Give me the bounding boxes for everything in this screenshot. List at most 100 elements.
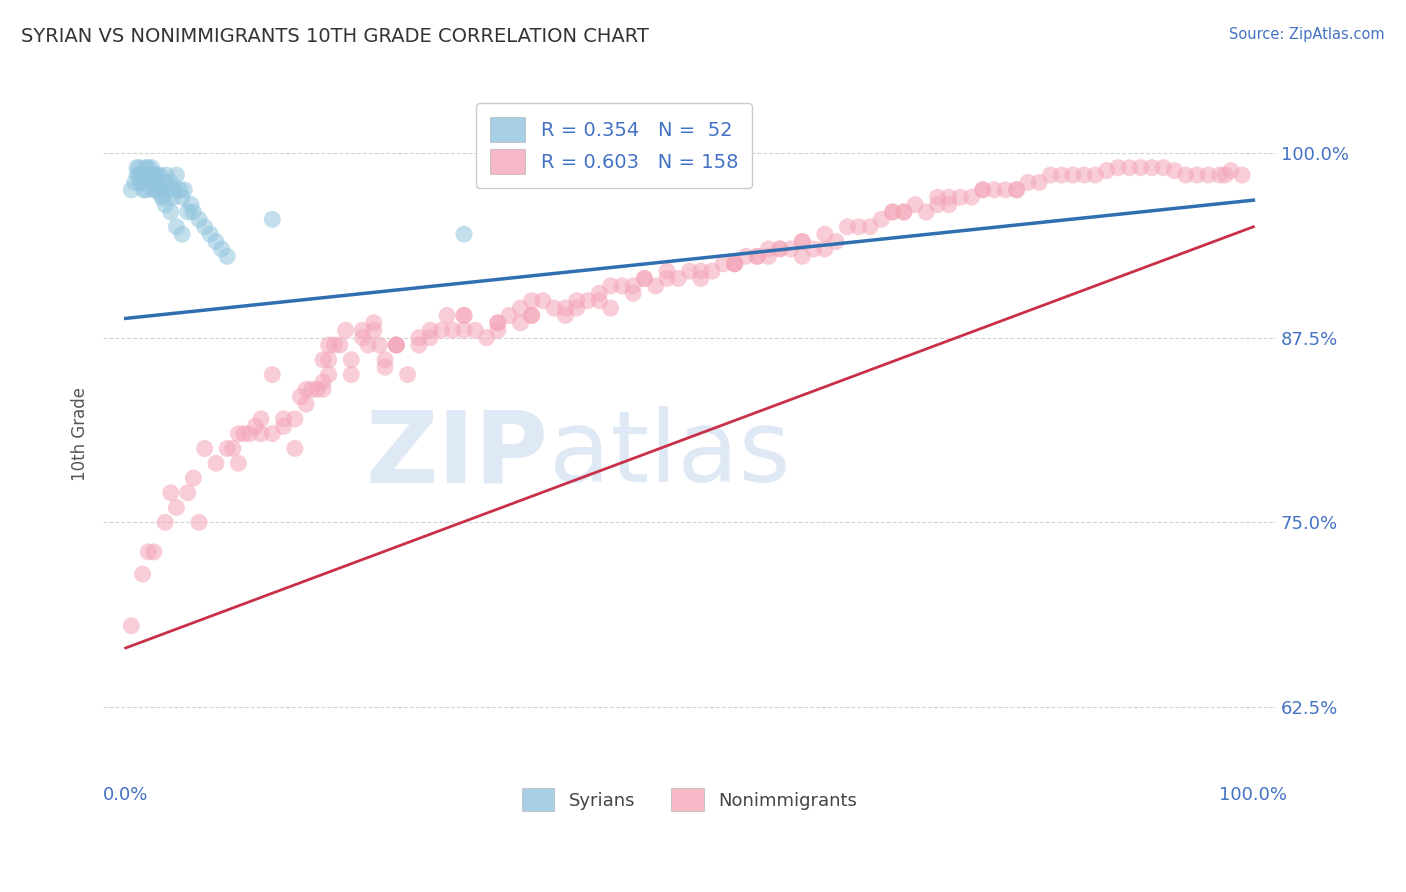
- Point: [599, 301, 621, 315]
- Point: [150, 190, 173, 204]
- Point: [239, 426, 262, 441]
- Point: [177, 205, 200, 219]
- Point: [335, 323, 357, 337]
- Point: [621, 286, 644, 301]
- Point: [837, 219, 859, 234]
- Point: [183, 471, 205, 485]
- Point: [211, 242, 233, 256]
- Point: [290, 390, 312, 404]
- Point: [165, 219, 187, 234]
- Point: [301, 382, 323, 396]
- Point: [142, 168, 165, 182]
- Point: [128, 168, 150, 182]
- Point: [893, 205, 915, 219]
- Point: [1095, 163, 1118, 178]
- Point: [385, 338, 408, 352]
- Point: [374, 352, 396, 367]
- Point: [132, 183, 155, 197]
- Point: [194, 442, 217, 456]
- Point: [173, 183, 195, 197]
- Point: [543, 301, 565, 315]
- Point: [655, 264, 678, 278]
- Point: [633, 271, 655, 285]
- Point: [141, 161, 163, 175]
- Point: [385, 338, 408, 352]
- Point: [758, 249, 780, 263]
- Point: [363, 323, 385, 337]
- Point: [183, 205, 205, 219]
- Point: [217, 442, 239, 456]
- Point: [318, 338, 340, 352]
- Text: ZIP: ZIP: [366, 406, 548, 503]
- Y-axis label: 10th Grade: 10th Grade: [72, 386, 89, 481]
- Point: [1219, 163, 1241, 178]
- Point: [747, 249, 769, 263]
- Point: [148, 183, 170, 197]
- Point: [262, 368, 284, 382]
- Point: [159, 176, 181, 190]
- Point: [1028, 176, 1050, 190]
- Point: [131, 168, 153, 182]
- Point: [893, 205, 915, 219]
- Point: [520, 309, 543, 323]
- Point: [814, 227, 837, 242]
- Point: [163, 183, 186, 197]
- Point: [520, 293, 543, 308]
- Point: [135, 183, 157, 197]
- Point: [250, 426, 273, 441]
- Point: [153, 197, 176, 211]
- Point: [295, 382, 318, 396]
- Point: [915, 205, 938, 219]
- Point: [870, 212, 893, 227]
- Point: [262, 212, 284, 227]
- Point: [284, 442, 307, 456]
- Point: [323, 338, 346, 352]
- Point: [205, 235, 228, 249]
- Point: [700, 264, 723, 278]
- Point: [146, 168, 169, 182]
- Point: [769, 242, 792, 256]
- Point: [1129, 161, 1152, 175]
- Point: [150, 183, 173, 197]
- Point: [188, 516, 211, 530]
- Text: SYRIAN VS NONIMMIGRANTS 10TH GRADE CORRELATION CHART: SYRIAN VS NONIMMIGRANTS 10TH GRADE CORRE…: [21, 27, 650, 45]
- Point: [509, 316, 531, 330]
- Point: [152, 190, 174, 204]
- Point: [453, 323, 475, 337]
- Point: [599, 278, 621, 293]
- Point: [1185, 168, 1208, 182]
- Point: [148, 168, 170, 182]
- Point: [747, 249, 769, 263]
- Point: [162, 190, 184, 204]
- Point: [155, 168, 177, 182]
- Point: [142, 545, 165, 559]
- Point: [859, 219, 882, 234]
- Point: [273, 412, 295, 426]
- Point: [1005, 183, 1028, 197]
- Point: [1213, 168, 1236, 182]
- Point: [994, 183, 1017, 197]
- Point: [554, 301, 576, 315]
- Point: [363, 316, 385, 330]
- Point: [136, 545, 159, 559]
- Point: [1073, 168, 1095, 182]
- Point: [1163, 163, 1185, 178]
- Point: [711, 257, 734, 271]
- Point: [486, 323, 509, 337]
- Point: [233, 426, 256, 441]
- Point: [792, 235, 814, 249]
- Point: [142, 183, 165, 197]
- Point: [904, 197, 927, 211]
- Point: [170, 227, 193, 242]
- Point: [475, 330, 498, 344]
- Point: [689, 264, 711, 278]
- Point: [120, 619, 142, 633]
- Point: [228, 426, 250, 441]
- Point: [368, 338, 391, 352]
- Point: [135, 161, 157, 175]
- Point: [222, 442, 245, 456]
- Text: atlas: atlas: [548, 406, 790, 503]
- Point: [960, 190, 983, 204]
- Point: [1174, 168, 1197, 182]
- Point: [1084, 168, 1107, 182]
